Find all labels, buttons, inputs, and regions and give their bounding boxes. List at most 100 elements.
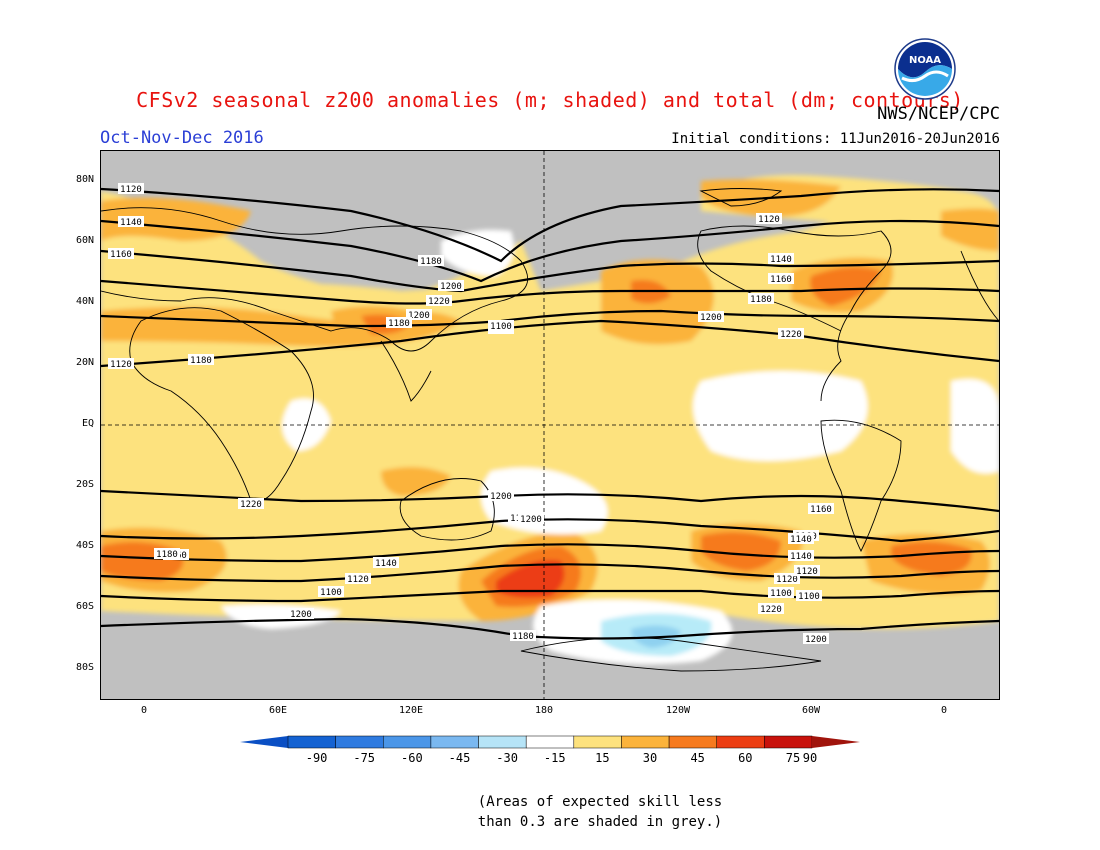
contour-labels: 1120 1140 1160 1180 1200 1220 1200 1180 1160 1140… bbox=[108, 183, 834, 645]
contour-label-bg bbox=[488, 320, 514, 331]
lon-label: 120E bbox=[398, 705, 424, 716]
contour-label-bg bbox=[796, 590, 822, 601]
colorbar-tick-label: -75 bbox=[353, 751, 375, 765]
contour-label-bg bbox=[803, 633, 829, 644]
contour-label-bg bbox=[108, 358, 134, 369]
contour-label-bg bbox=[510, 630, 536, 641]
lon-label: 0 bbox=[940, 705, 948, 716]
chart-title: CFSv2 seasonal z200 anomalies (m; shaded… bbox=[136, 88, 964, 112]
colorbar-tick-label: -15 bbox=[544, 751, 566, 765]
map-canvas: 1120 1140 1160 1180 1200 1220 1200 1180 1160 1140… bbox=[100, 151, 1000, 699]
contour-label-bg bbox=[768, 253, 794, 264]
contour-label: 1180 bbox=[750, 295, 772, 305]
contour-label-bg bbox=[288, 608, 314, 619]
footnote-line-1: (Areas of expected skill less bbox=[477, 794, 723, 810]
contour-label-bg bbox=[438, 280, 464, 291]
colorbar-tick-label: -30 bbox=[496, 751, 518, 765]
contour-label: 1200 bbox=[490, 492, 512, 502]
contour-label-bg bbox=[698, 311, 724, 322]
contour-label: 1180 bbox=[512, 632, 534, 642]
contour-label-bg bbox=[768, 273, 794, 284]
lat-label: 40N bbox=[75, 296, 94, 307]
colorbar-tick-label: -90 bbox=[306, 751, 328, 765]
initial-conditions-label: Initial conditions: 11Jun2016-20Jun2016 bbox=[671, 131, 1000, 147]
colorbar-swatch bbox=[668, 735, 717, 749]
contour-label-bg bbox=[488, 490, 514, 501]
contour-label-bg bbox=[345, 573, 371, 584]
colorbar-tick-label: 45 bbox=[690, 751, 704, 765]
contour-label-bg bbox=[748, 293, 774, 304]
colorbar-swatch bbox=[525, 735, 575, 749]
colorbar-tick-label: 60 bbox=[738, 751, 752, 765]
colorbar-swatch bbox=[764, 735, 813, 749]
contour-label: 1220 bbox=[760, 605, 782, 615]
contour-label: 1140 bbox=[770, 255, 792, 265]
contour-label-bg bbox=[794, 565, 820, 576]
lat-label: 20S bbox=[75, 479, 94, 490]
colorbar-swatch bbox=[716, 735, 765, 749]
lon-label: 60E bbox=[268, 705, 288, 716]
contour-label-bg bbox=[188, 354, 214, 365]
colorbar-low-arrow bbox=[240, 736, 288, 748]
contour-label-bg bbox=[758, 603, 784, 614]
contour-label-bg bbox=[788, 533, 814, 544]
colorbar-swatch bbox=[383, 735, 432, 749]
contours bbox=[100, 187, 1000, 640]
contour-label-bg bbox=[108, 248, 134, 259]
colorbar-swatch bbox=[335, 735, 384, 749]
contour-label: 1220 bbox=[240, 500, 262, 510]
contour-label-bg bbox=[756, 213, 782, 224]
contour-label: 1140 bbox=[375, 559, 397, 569]
contour-label: 1120 bbox=[758, 215, 780, 225]
contour-label: 1220 bbox=[428, 297, 450, 307]
lat-label: 40S bbox=[75, 540, 94, 551]
lon-label: 120W bbox=[665, 705, 691, 716]
contour-label: 1200 bbox=[290, 610, 312, 620]
contour-label-bg bbox=[778, 328, 804, 339]
contour-label-bg bbox=[154, 548, 180, 559]
contour-label: 1100 bbox=[490, 322, 512, 332]
colorbar-swatch bbox=[287, 735, 336, 749]
contour-label: 1100 bbox=[798, 592, 820, 602]
lat-label: 80N bbox=[75, 174, 94, 185]
anomaly-shade bbox=[951, 379, 999, 474]
contour-label: 1120 bbox=[110, 360, 132, 370]
colorbar-tick-label: 30 bbox=[643, 751, 657, 765]
contour-label: 1160 bbox=[810, 505, 832, 515]
lon-label: 60W bbox=[801, 705, 821, 716]
contour-label: 1180 bbox=[156, 550, 178, 560]
anomaly-shade bbox=[941, 208, 999, 251]
contour-label: 1100 bbox=[770, 589, 792, 599]
colorbar-tick-label: 75 bbox=[786, 751, 800, 765]
contour-label: 1140 bbox=[790, 552, 812, 562]
anomaly-shade bbox=[496, 560, 565, 598]
contour-label-bg bbox=[418, 255, 444, 266]
lat-label: EQ bbox=[81, 418, 94, 429]
contour-label: 1160 bbox=[110, 250, 132, 260]
contour-label-bg bbox=[238, 498, 264, 509]
anomaly-shade bbox=[693, 371, 868, 461]
contour-label: 1200 bbox=[408, 311, 430, 321]
contour-label-bg bbox=[774, 573, 800, 584]
contour-label-bg bbox=[406, 309, 432, 320]
colorbar-tick-label: -45 bbox=[449, 751, 471, 765]
contour-label-bg bbox=[318, 586, 344, 597]
colorbar-swatch bbox=[430, 735, 479, 749]
contour-label-bg bbox=[118, 216, 144, 227]
colorbar-tick-label: -60 bbox=[401, 751, 423, 765]
colorbar-swatch bbox=[478, 735, 527, 749]
contour-label: 1120 bbox=[796, 567, 818, 577]
contour-label: 1200 bbox=[700, 313, 722, 323]
anomaly-shade bbox=[701, 532, 781, 571]
lat-label: 20N bbox=[75, 357, 94, 368]
contour-label-bg bbox=[373, 557, 399, 568]
contour-label: 1200 bbox=[440, 282, 462, 292]
contour-label: 1160 bbox=[770, 275, 792, 285]
lon-label: 180 bbox=[534, 705, 554, 716]
colorbar-swatches bbox=[240, 735, 860, 749]
lon-label: 0 bbox=[140, 705, 148, 716]
lat-label: 80S bbox=[75, 662, 94, 673]
contour-label-bg bbox=[768, 587, 794, 598]
anomaly-shade bbox=[891, 541, 972, 576]
contour-label: 1120 bbox=[347, 575, 369, 585]
